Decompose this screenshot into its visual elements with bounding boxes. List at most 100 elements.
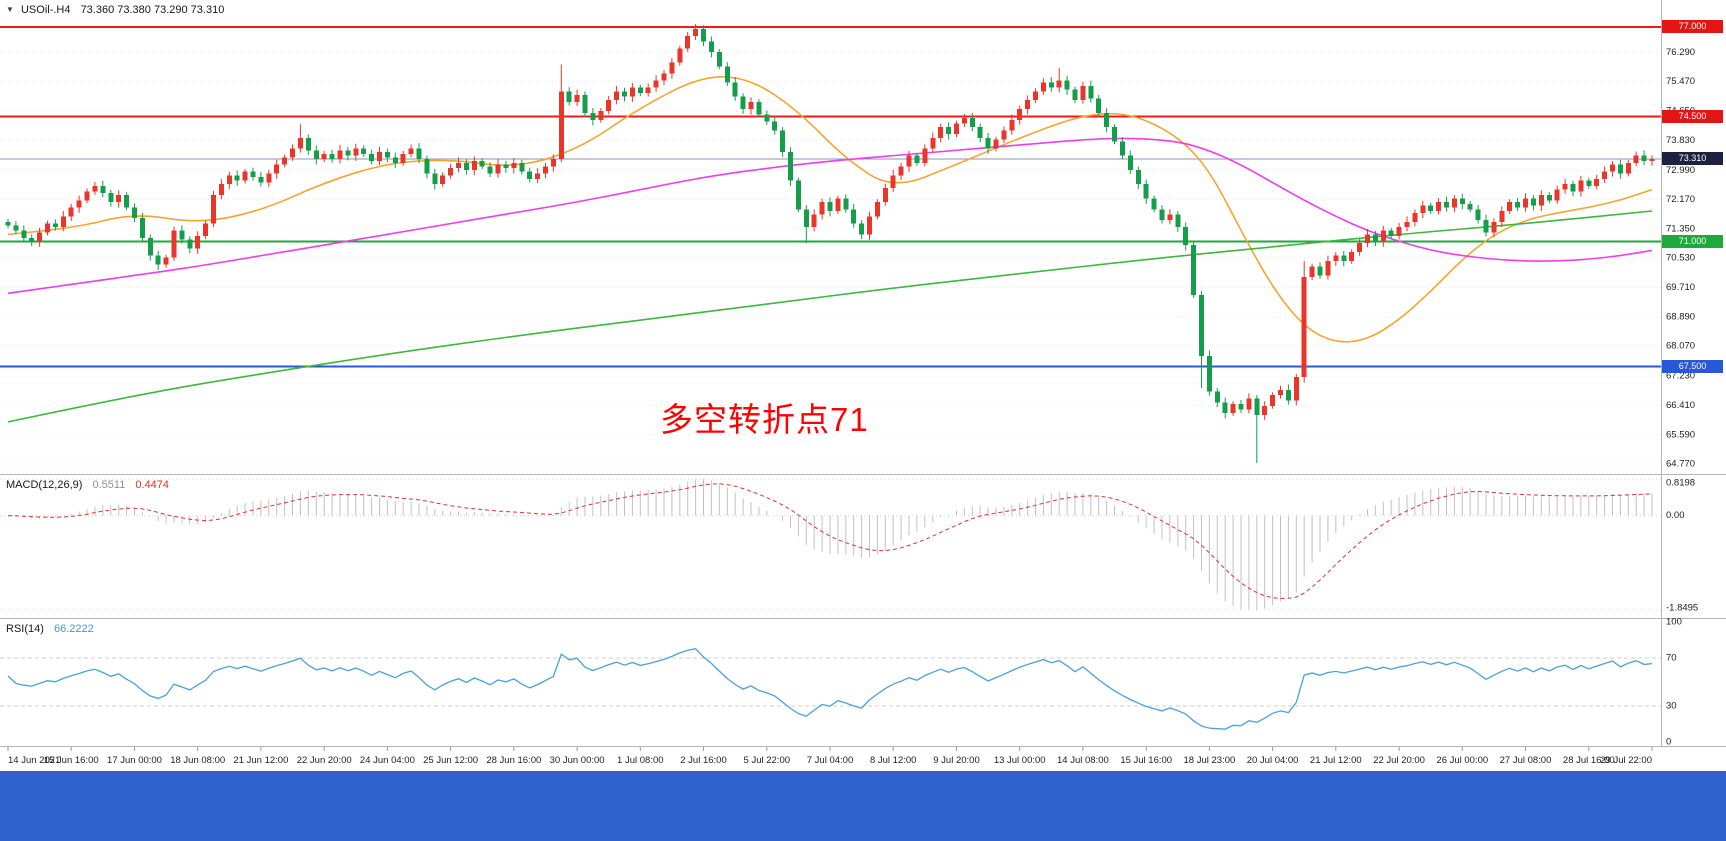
candle (487, 162, 493, 177)
candle (1499, 206, 1505, 228)
rsi-axis-label: 70 (1666, 653, 1677, 664)
rsi-axis-label: 0 (1666, 737, 1671, 748)
candle (1112, 124, 1117, 145)
title-ohlc-values: 73.360 73.380 73.290 73.310 (80, 4, 225, 16)
candle (250, 167, 256, 181)
candle (1388, 227, 1394, 239)
candle (1214, 388, 1220, 407)
price-tick-label: 72.170 (1666, 194, 1695, 205)
candle (716, 49, 722, 70)
candle (345, 146, 351, 161)
candle (242, 168, 248, 184)
rsi-indicator-label: RSI(14) 66.2222 (6, 623, 94, 635)
macd-axis-label: -1.8495 (1666, 603, 1698, 614)
candle (258, 171, 264, 187)
candle (305, 134, 311, 155)
candle (440, 172, 446, 188)
candle (637, 84, 643, 96)
candle (456, 157, 461, 173)
candle (535, 168, 541, 183)
candle (1404, 216, 1410, 232)
candle (155, 251, 161, 270)
candle (226, 171, 232, 189)
time-axis[interactable] (0, 747, 1726, 771)
candle (740, 93, 746, 114)
candle (21, 225, 27, 242)
candle (653, 75, 659, 92)
candle (1072, 86, 1078, 104)
time-axis-label: 8 Jul 12:00 (870, 755, 916, 766)
candle (669, 58, 675, 79)
candle (1412, 209, 1418, 227)
rsi-axis-label: 30 (1666, 701, 1677, 712)
candle (1491, 218, 1497, 238)
candle (377, 146, 382, 166)
candle (1064, 75, 1070, 95)
candle (68, 204, 74, 222)
candle (1554, 185, 1560, 204)
candle (1199, 290, 1204, 388)
price-tick-label: 66.410 (1666, 400, 1695, 411)
candle (511, 158, 517, 174)
candle (1396, 223, 1402, 240)
candle (1475, 205, 1481, 224)
time-axis-label: 25 Jun 12:00 (423, 755, 478, 766)
candle (1349, 249, 1355, 264)
price-tick-label: 76.290 (1666, 47, 1695, 58)
candle (37, 227, 43, 247)
price-gridlines (0, 51, 1662, 465)
symbol-dropdown-icon[interactable]: ▼ (6, 5, 14, 14)
candle (13, 221, 19, 235)
candle (1546, 192, 1552, 204)
current-price-badge: 73.310 (1662, 152, 1723, 166)
candle (1230, 401, 1236, 416)
time-axis-label: 5 Jul 22:00 (744, 755, 790, 766)
candle (550, 154, 556, 172)
candle (1009, 114, 1015, 135)
time-axis-label: 28 Jun 16:00 (486, 755, 541, 766)
rsi-pane[interactable] (0, 619, 1662, 746)
ma-slow-green (7, 210, 1653, 423)
candle (969, 112, 975, 132)
price-tick-label: 69.710 (1666, 282, 1695, 293)
candle (5, 218, 11, 229)
candle (1096, 95, 1102, 118)
price-tick-label: 71.350 (1666, 223, 1695, 234)
candle (977, 123, 983, 143)
bottom-banner (0, 771, 1726, 841)
candle (329, 149, 335, 163)
candle (1357, 239, 1363, 256)
candle (1523, 193, 1528, 212)
time-axis-label: 15 Jul 16:00 (1120, 755, 1172, 766)
candle (76, 195, 82, 213)
level-price-badge: 77.000 (1662, 20, 1723, 34)
candle (1602, 166, 1608, 183)
candle (1301, 261, 1307, 383)
macd-histogram (15, 479, 1653, 610)
candle (1586, 177, 1592, 189)
candle (1325, 255, 1331, 280)
candle (882, 183, 888, 206)
candle (416, 143, 422, 164)
candle (1459, 193, 1465, 210)
candle (590, 108, 596, 126)
candle (543, 162, 548, 179)
candle (1246, 393, 1252, 414)
price-tick-label: 65.590 (1666, 429, 1695, 440)
candle (890, 169, 896, 192)
candle (100, 180, 106, 198)
candle (234, 170, 240, 186)
candle (803, 205, 809, 244)
candle (266, 170, 272, 188)
candle (1341, 251, 1347, 267)
time-axis-label: 22 Jul 20:00 (1373, 755, 1425, 766)
time-axis-label: 21 Jun 12:00 (233, 755, 288, 766)
candle (45, 220, 50, 236)
candle (1451, 195, 1457, 213)
macd-pane[interactable] (0, 475, 1662, 618)
macd-name: MACD(12,26,9) (6, 479, 83, 491)
candle (392, 152, 398, 169)
candle (1444, 196, 1449, 212)
candle (132, 203, 137, 222)
candle (297, 124, 303, 153)
